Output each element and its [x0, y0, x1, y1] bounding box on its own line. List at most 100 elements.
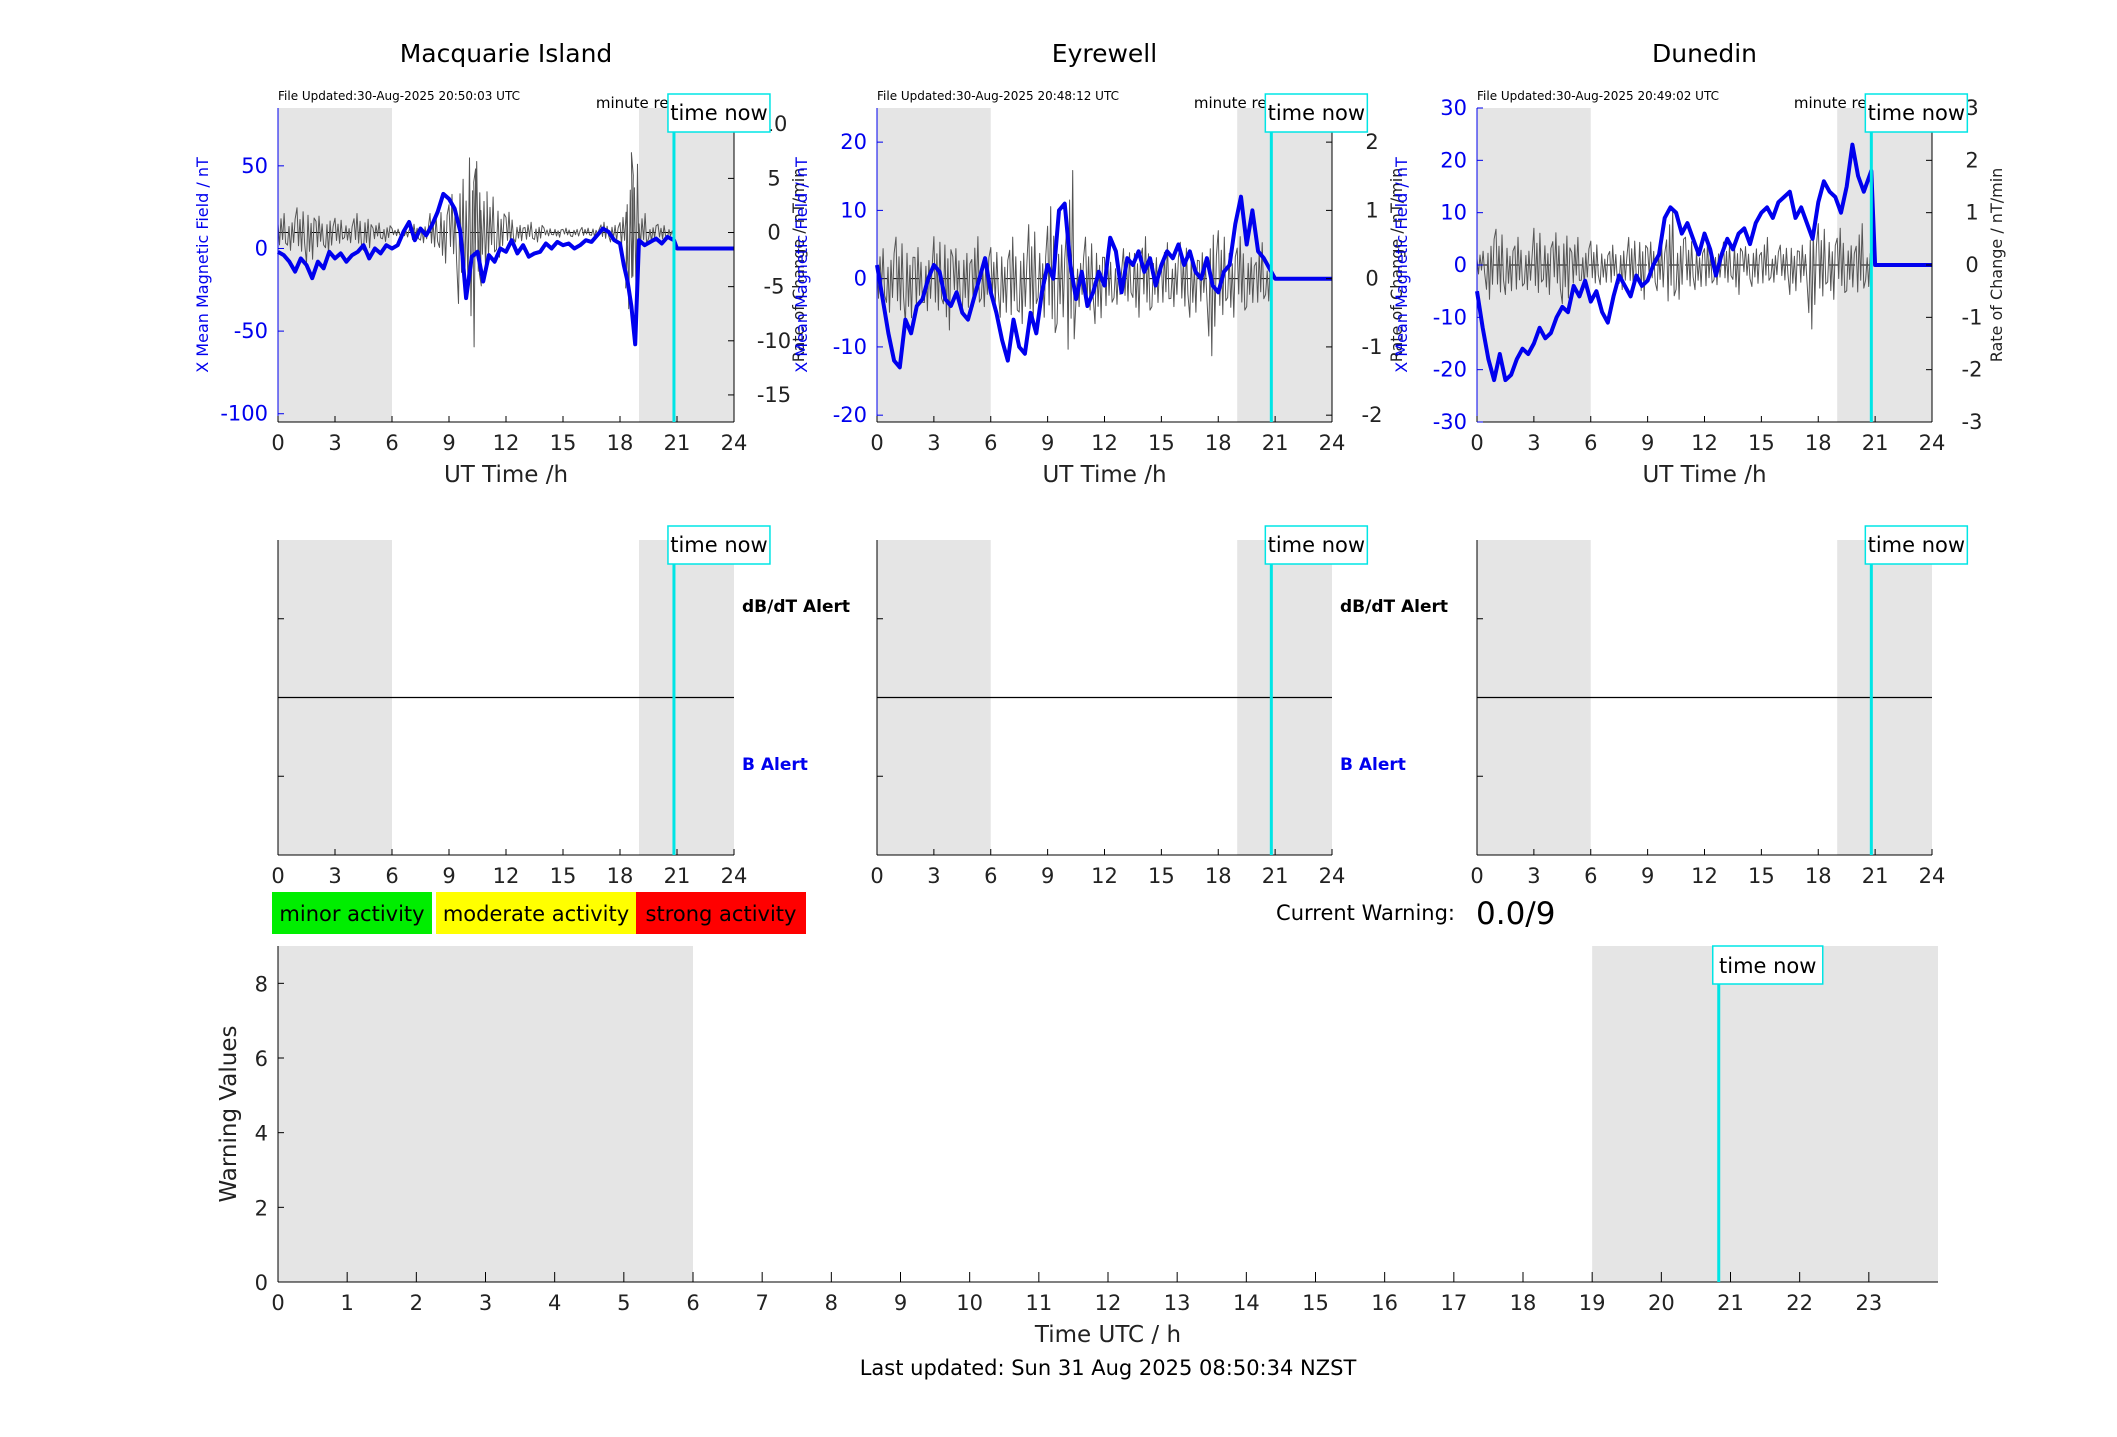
- x-tick-label: 21: [1862, 864, 1889, 888]
- alert-panel-2: 0 3 6 9 12 15 18 21 24 dB/dT Alert B Alert time now: [870, 525, 1448, 888]
- x-tick-label: 21: [664, 431, 691, 455]
- file-updated: File Updated:30-Aug-2025 20:49:02 UTC: [1477, 89, 1719, 103]
- station-plot-macquarie-island: 0 3 6 9 12 15 18 21 24500-50-1001050-5-10-15Macq…: [193, 39, 808, 488]
- x-tick-label: 18: [1805, 431, 1832, 455]
- left-tick-label: 20: [1440, 148, 1467, 172]
- station-plot-eyrewell: 0 3 6 9 12 15 18 21 2420100-10-20210-1-2Eyrewell…: [792, 39, 1406, 488]
- warning-x-tick-label: 4: [548, 1291, 561, 1315]
- right-axis-label: Rate of Change / nT/min: [789, 168, 808, 363]
- warning-x-tick-label: 20: [1648, 1291, 1675, 1315]
- left-axis-label: X Mean Magnetic Field / nT: [1392, 157, 1411, 373]
- magnetic-field-series: [276, 191, 734, 347]
- x-tick-label: 24: [1319, 864, 1346, 888]
- x-tick-label: 18: [607, 431, 634, 455]
- x-axis-label: UT Time /h: [444, 462, 568, 488]
- file-updated: File Updated:30-Aug-2025 20:48:12 UTC: [877, 89, 1119, 103]
- warning-x-tick-label: 23: [1855, 1291, 1882, 1315]
- right-tick-label: 2: [1365, 130, 1378, 154]
- right-tick-label: 3: [1965, 96, 1978, 120]
- right-tick-label: 1: [1365, 198, 1378, 222]
- x-tick-label: 0: [870, 864, 883, 888]
- legend-moderate-label: moderate activity: [443, 902, 629, 926]
- right-tick-label: 0: [767, 221, 780, 245]
- warning-y-tick-label: 4: [255, 1122, 268, 1146]
- right-tick-label: 0: [1965, 253, 1978, 277]
- x-tick-label: 3: [1527, 431, 1540, 455]
- legend-minor-label: minor activity: [279, 902, 424, 926]
- activity-legend: minor activity moderate activity strong ac…: [272, 892, 806, 934]
- time-now-label: time now: [670, 533, 767, 557]
- right-tick-label: 0: [1365, 267, 1378, 291]
- x-tick-label: 24: [1919, 431, 1946, 455]
- warning-x-tick-label: 21: [1717, 1291, 1744, 1315]
- legend-minor-swatch: [272, 892, 432, 934]
- x-tick-label: 18: [1205, 431, 1232, 455]
- left-tick-label: 0: [854, 267, 867, 291]
- x-tick-label: 24: [721, 431, 748, 455]
- b-alert-label: B Alert: [742, 755, 808, 775]
- left-axis-label: X Mean Magnetic Field / nT: [792, 157, 811, 373]
- time-now-label: time now: [670, 101, 767, 125]
- left-tick-label: -10: [1433, 305, 1467, 329]
- x-tick-label: 3: [927, 431, 940, 455]
- x-tick-label: 9: [1641, 864, 1654, 888]
- x-tick-label: 15: [1748, 431, 1775, 455]
- rate-of-change-series: [876, 170, 1271, 357]
- warning-x-tick-label: 16: [1371, 1291, 1398, 1315]
- time-now-box: [1264, 525, 1369, 565]
- x-tick-label: 6: [1584, 431, 1597, 455]
- station-title: Dunedin: [1652, 39, 1757, 68]
- left-tick-label: 30: [1440, 96, 1467, 120]
- right-tick-label: 2: [1965, 148, 1978, 172]
- left-tick-label: 50: [241, 154, 268, 178]
- right-tick-label: -2: [1962, 358, 1983, 382]
- x-tick-label: 18: [607, 864, 634, 888]
- warning-x-tick-label: 22: [1786, 1291, 1813, 1315]
- warning-x-tick-label: 15: [1302, 1291, 1329, 1315]
- x-tick-label: 0: [271, 864, 284, 888]
- left-tick-label: -10: [833, 335, 867, 359]
- alert-panel-3: 0 3 6 9 12 15 18 21 24 time now: [1470, 525, 1969, 888]
- magnetic-field-series: [1475, 142, 1932, 383]
- x-tick-label: 9: [1041, 864, 1054, 888]
- left-axis-label: X Mean Magnetic Field / nT: [193, 157, 212, 373]
- warning-x-tick-label: 3: [479, 1291, 492, 1315]
- right-tick-label: -3: [1962, 410, 1983, 434]
- left-tick-label: -50: [234, 319, 268, 343]
- warning-x-tick-label: 6: [686, 1291, 699, 1315]
- right-tick-label: -1: [1962, 305, 1983, 329]
- left-tick-label: 0: [1454, 253, 1467, 277]
- current-warning-value: 0.0/9: [1476, 896, 1555, 932]
- legend-moderate-swatch: [436, 892, 636, 934]
- left-tick-label: 10: [1440, 201, 1467, 225]
- x-tick-label: 12: [1091, 431, 1118, 455]
- x-tick-label: 18: [1205, 864, 1232, 888]
- rate-of-change-series: [1476, 209, 1871, 330]
- legend-strong-swatch: [636, 892, 806, 934]
- magnetic-field-series: [875, 194, 1332, 370]
- warning-y-tick-label: 2: [255, 1196, 268, 1220]
- x-axis-label: UT Time /h: [1042, 462, 1166, 488]
- left-tick-label: -30: [1433, 410, 1467, 434]
- warning-x-tick-label: 2: [410, 1291, 423, 1315]
- x-tick-label: 12: [493, 431, 520, 455]
- time-now-label: time now: [1868, 533, 1965, 557]
- x-tick-label: 9: [442, 864, 455, 888]
- rate-of-change-series: [277, 152, 675, 348]
- time-now-box: [1864, 93, 1969, 133]
- time-now-box: [1264, 93, 1369, 133]
- warning-x-tick-label: 19: [1579, 1291, 1606, 1315]
- night-band: [278, 946, 693, 1282]
- right-tick-label: -1: [1362, 335, 1383, 359]
- left-tick-label: 10: [840, 198, 867, 222]
- left-tick-label: 0: [255, 236, 268, 260]
- x-tick-label: 21: [1862, 431, 1889, 455]
- warning-x-tick-label: 18: [1510, 1291, 1537, 1315]
- right-tick-label: 5: [767, 166, 780, 190]
- x-tick-label: 6: [984, 864, 997, 888]
- x-tick-label: 15: [550, 864, 577, 888]
- x-tick-label: 9: [1041, 431, 1054, 455]
- right-axis-label: Rate of Change / nT/min: [1987, 168, 2006, 363]
